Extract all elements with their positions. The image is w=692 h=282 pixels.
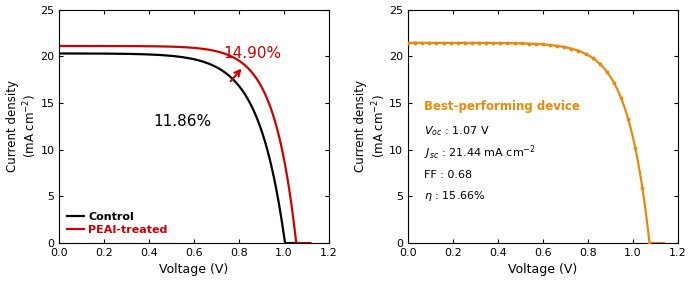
PEAI-treated bbox=[307, 241, 315, 245]
Y-axis label: Current density
(mA cm$^{-2}$): Current density (mA cm$^{-2}$) bbox=[354, 80, 388, 172]
Line: PEAI-treated: PEAI-treated bbox=[60, 46, 311, 243]
Control bbox=[251, 113, 260, 116]
Text: $\eta$ : 15.66%: $\eta$ : 15.66% bbox=[424, 189, 486, 203]
PEAI-treated bbox=[55, 44, 64, 48]
PEAI-treated bbox=[261, 92, 269, 96]
Y-axis label: Current density
(mA cm$^{-2}$): Current density (mA cm$^{-2}$) bbox=[6, 80, 39, 172]
PEAI-treated bbox=[191, 46, 199, 50]
Control bbox=[170, 54, 179, 58]
Control bbox=[55, 52, 64, 55]
Control bbox=[197, 60, 206, 63]
Control bbox=[185, 56, 193, 60]
Text: $V_{oc}$ : 1.07 V: $V_{oc}$ : 1.07 V bbox=[424, 125, 489, 138]
Text: 14.90%: 14.90% bbox=[224, 46, 282, 61]
PEAI-treated bbox=[205, 48, 213, 51]
PEAI-treated bbox=[176, 45, 184, 49]
PEAI-treated bbox=[292, 241, 300, 245]
Text: Best-performing device: Best-performing device bbox=[424, 100, 580, 113]
Text: $J_{sc}$ : 21.44 mA cm$^{-2}$: $J_{sc}$ : 21.44 mA cm$^{-2}$ bbox=[424, 143, 536, 162]
Control bbox=[289, 241, 298, 245]
Line: Control: Control bbox=[60, 54, 298, 243]
Text: FF : 0.68: FF : 0.68 bbox=[424, 170, 472, 180]
Control bbox=[294, 241, 302, 245]
Control bbox=[169, 54, 177, 58]
PEAI-treated bbox=[301, 241, 309, 245]
PEAI-treated bbox=[174, 45, 183, 49]
X-axis label: Voltage (V): Voltage (V) bbox=[159, 263, 228, 276]
X-axis label: Voltage (V): Voltage (V) bbox=[508, 263, 577, 276]
Text: 11.86%: 11.86% bbox=[154, 114, 212, 129]
Legend: Control, PEAI-treated: Control, PEAI-treated bbox=[65, 210, 170, 237]
Control bbox=[281, 241, 289, 245]
